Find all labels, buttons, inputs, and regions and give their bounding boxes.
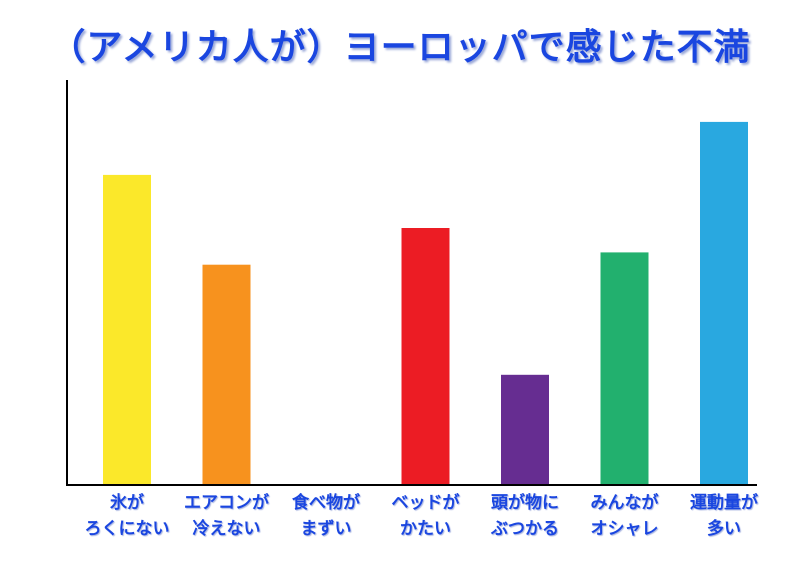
category-label-line: 氷が (110, 493, 144, 513)
category-label-line: 冷えない (192, 519, 261, 539)
bar-5 (501, 374, 549, 485)
category-label-6: みんなが オシャレ (575, 490, 675, 542)
category-label-2: エアコンが 冷えない (177, 490, 277, 542)
category-label-line: エアコンが (184, 493, 269, 513)
category-label-1: 氷が ろくにない (77, 490, 177, 542)
bar-6 (600, 252, 649, 485)
category-label-line: ろくにない (84, 519, 170, 539)
category-label-line: みんなが (590, 493, 659, 513)
category-label-4: ベッドが かたい (376, 490, 476, 542)
category-label-line: ベッドが (391, 493, 460, 513)
bar-4 (401, 228, 450, 485)
category-label-line: 食べ物が (292, 493, 360, 513)
category-label-line: ぶつかる (491, 519, 559, 539)
category-label-line: 多い (707, 519, 741, 539)
category-label-5: 頭が物に ぶつかる (475, 490, 575, 542)
category-label-3: 食べ物が まずい (276, 490, 376, 542)
bar-1 (103, 174, 151, 485)
category-label-line: オシャレ (590, 519, 659, 539)
category-label-line: かたい (400, 519, 451, 539)
category-label-line: 運動量が (690, 493, 758, 513)
category-label-7: 運動量が 多い (674, 490, 774, 542)
category-label-line: まずい (300, 519, 352, 539)
bars-group (103, 121, 748, 486)
bar-2 (202, 264, 251, 485)
bar-7 (700, 121, 748, 486)
chart-title: （アメリカ人が）ヨーロッパで感じた不満 (49, 27, 751, 68)
category-label-line: 頭が物に (491, 493, 559, 513)
